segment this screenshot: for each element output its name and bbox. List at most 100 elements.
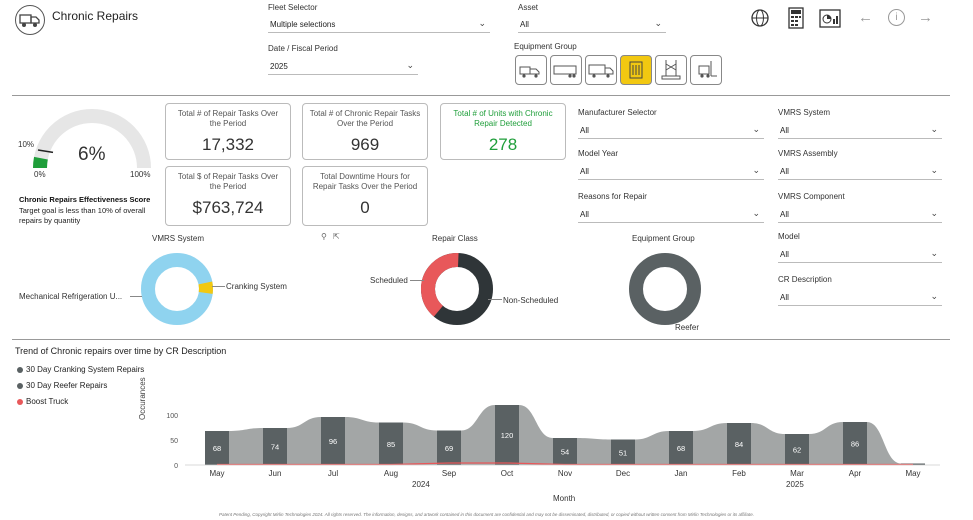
model-year-dropdown[interactable]: All ⌄ — [578, 164, 764, 180]
x-tick-label: Mar — [790, 469, 804, 478]
period-dropdown[interactable]: 2025 ⌄ — [268, 59, 418, 75]
chevron-down-icon: ⌄ — [930, 124, 938, 134]
x-tick-label: May — [209, 469, 224, 478]
repair-class-label-b: Non-Scheduled — [503, 296, 559, 305]
chevron-down-icon: ⌄ — [752, 165, 760, 175]
kpi-value: 278 — [488, 135, 518, 154]
gauge-value-arc — [32, 156, 48, 169]
bar-data-label: 68 — [677, 444, 685, 453]
kpi-title: Total # of Units with Chronic Repair Det… — [453, 109, 553, 128]
page-title: Chronic Repairs — [52, 9, 139, 23]
chevron-down-icon: ⌄ — [930, 208, 938, 218]
x-tick-label: Dec — [616, 469, 630, 478]
legend-label: 30 Day Reefer Repairs — [26, 381, 108, 390]
vmrs-donut-label-a: Mechanical Refrigeration U... — [19, 292, 123, 301]
legend-cranking[interactable]: 30 Day Cranking System Repairs — [17, 365, 144, 374]
gauge-min-label: 0% — [34, 170, 46, 179]
vmrs-system-dropdown[interactable]: All ⌄ — [778, 123, 942, 139]
x-axis-title: Month — [553, 494, 576, 503]
filter-icon[interactable]: ⚲ — [321, 232, 327, 241]
manufacturer-dropdown[interactable]: All ⌄ — [578, 123, 764, 139]
legend-swatch — [17, 382, 23, 389]
gauge-description: Target goal is less than 10% of overall … — [19, 206, 146, 225]
x-tick-label: Aug — [384, 469, 398, 478]
x-tick-label: Jul — [328, 469, 338, 478]
leader-line — [212, 286, 225, 287]
cr-description-value: All — [780, 293, 789, 302]
chevron-down-icon: ⌄ — [654, 18, 662, 28]
vmrs-component-dropdown[interactable]: All ⌄ — [778, 207, 942, 223]
y-tick-label: 0 — [174, 463, 178, 470]
tractor-truck-icon — [519, 66, 540, 78]
kpi-value: 969 — [350, 135, 380, 154]
chevron-down-icon: ⌄ — [930, 291, 938, 301]
repair-class-donut — [420, 252, 494, 331]
equipment-trailer-button[interactable] — [550, 55, 582, 85]
vmrs-assembly-dropdown[interactable]: All ⌄ — [778, 164, 942, 180]
fleet-selector-dropdown[interactable]: Multiple selections ⌄ — [268, 17, 490, 33]
bar-data-label: 74 — [271, 443, 279, 452]
repair-class-label-a: Scheduled — [370, 276, 408, 285]
chevron-down-icon: ⌄ — [752, 208, 760, 218]
forward-arrow-icon[interactable]: → — [918, 9, 933, 26]
legend-label: 30 Day Cranking System Repairs — [26, 365, 145, 374]
model-dropdown[interactable]: All ⌄ — [778, 247, 942, 263]
equipment-lift-button[interactable] — [655, 55, 687, 85]
kpi-value: 0 — [360, 198, 370, 217]
gauge-target-marker — [37, 149, 54, 154]
year-2025-label: 2025 — [786, 480, 804, 489]
chevron-down-icon: ⌄ — [930, 248, 938, 258]
x-tick-label: Nov — [558, 469, 572, 478]
leader-line — [410, 280, 424, 281]
report-icon[interactable] — [819, 7, 841, 34]
expand-icon[interactable]: ⇱ — [333, 232, 340, 241]
globe-icon[interactable] — [750, 8, 770, 33]
bar-data-label: 54 — [561, 448, 569, 457]
vmrs-donut-label-b: Cranking System — [226, 282, 287, 291]
calculator-icon[interactable] — [787, 7, 805, 34]
legend-reefer[interactable]: 30 Day Reefer Repairs — [17, 381, 107, 390]
forklift-icon — [698, 61, 717, 78]
donut-segment-reefer — [629, 253, 701, 325]
equipment-reefer-button[interactable] — [620, 55, 652, 85]
y-tick-label: 100 — [166, 413, 178, 420]
back-arrow-icon[interactable]: ← — [858, 9, 873, 26]
equipment-donut-title: Equipment Group — [632, 234, 695, 243]
kpi-total-repair-tasks: Total # of Repair Tasks Over the Period … — [165, 103, 291, 160]
asset-dropdown[interactable]: All ⌄ — [518, 17, 666, 33]
header-divider — [12, 95, 950, 96]
trend-bar — [321, 417, 345, 465]
equipment-box-truck-button[interactable] — [585, 55, 617, 85]
model-label: Model — [778, 232, 800, 241]
chevron-down-icon: ⌄ — [406, 60, 414, 70]
trend-bar — [437, 430, 461, 465]
x-tick-label: Apr — [849, 469, 862, 478]
kpi-total-repair-cost: Total $ of Repair Tasks Over the Period … — [165, 166, 291, 226]
bar-data-label: 96 — [329, 437, 337, 446]
bar-data-label: 120 — [501, 431, 514, 440]
info-icon[interactable]: i — [888, 9, 905, 26]
box-truck-icon — [588, 64, 614, 78]
leader-line — [488, 299, 502, 300]
section-divider — [12, 339, 950, 340]
asset-label: Asset — [518, 3, 539, 12]
trend-title: Trend of Chronic repairs over time by CR… — [15, 346, 227, 356]
gauge-value: 6% — [78, 144, 106, 165]
footer-copyright: Patent Pending, Copyright Mirlin Technol… — [218, 512, 755, 517]
x-tick-label: Jun — [269, 469, 282, 478]
legend-boost-truck[interactable]: Boost Truck — [17, 397, 68, 406]
equipment-truck-button[interactable] — [515, 55, 547, 85]
kpi-title: Total # of Repair Tasks Over the Period — [177, 109, 279, 128]
truck-icon — [19, 14, 40, 27]
legend-swatch — [17, 366, 23, 373]
kpi-units-chronic: Total # of Units with Chronic Repair Det… — [440, 103, 566, 160]
vmrs-donut — [140, 252, 214, 331]
reefer-unit-icon — [629, 61, 643, 79]
trailer-icon — [553, 65, 577, 78]
app-logo — [15, 5, 45, 35]
trend-bar — [727, 423, 751, 465]
reasons-dropdown[interactable]: All ⌄ — [578, 207, 764, 223]
cr-description-dropdown[interactable]: All ⌄ — [778, 290, 942, 306]
fleet-selector-label: Fleet Selector — [268, 3, 318, 12]
equipment-forklift-button[interactable] — [690, 55, 722, 85]
